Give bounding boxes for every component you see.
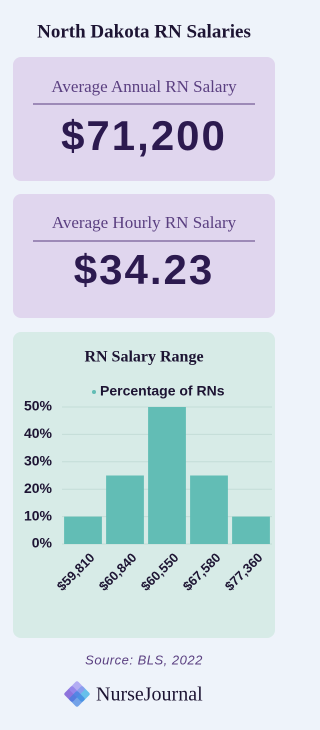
bar — [232, 516, 270, 544]
card — [13, 57, 275, 181]
card-value: $34.23 — [74, 246, 214, 293]
legend-label: Percentage of RNs — [100, 383, 225, 399]
chart-card — [13, 332, 275, 638]
y-tick-label: 50% — [24, 398, 53, 414]
y-tick-label: 0% — [32, 535, 53, 551]
source: Source: BLS, 2022 — [85, 652, 203, 667]
bar — [64, 516, 102, 544]
y-tick-label: 10% — [24, 507, 53, 523]
y-tick-label: 40% — [24, 425, 53, 441]
chart-title: RN Salary Range — [84, 349, 203, 366]
page-title: North Dakota RN Salaries — [37, 21, 251, 42]
brand-name: NurseJournal — [96, 684, 203, 706]
y-tick-label: 30% — [24, 453, 53, 469]
card — [13, 194, 275, 318]
infographic: North Dakota RN Salaries Average Annual … — [13, 21, 275, 707]
y-tick-label: 20% — [24, 480, 53, 496]
card-label: Average Annual RN Salary — [51, 77, 237, 96]
brand-logo — [64, 681, 90, 707]
legend-marker — [92, 390, 96, 394]
bar — [106, 475, 144, 544]
card-value: $71,200 — [61, 112, 227, 159]
bar — [148, 407, 186, 544]
bar — [190, 475, 228, 544]
card-label: Average Hourly RN Salary — [52, 213, 237, 232]
